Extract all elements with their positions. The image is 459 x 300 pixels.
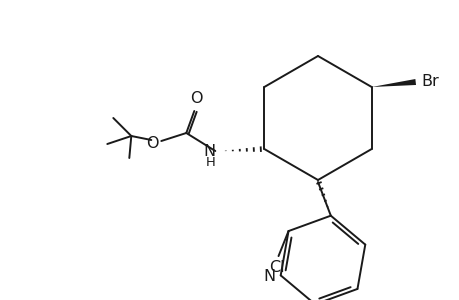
Text: N: N	[263, 269, 275, 284]
Text: H: H	[205, 156, 215, 169]
Text: N: N	[203, 143, 215, 158]
Text: Cl: Cl	[268, 260, 284, 275]
Text: O: O	[190, 91, 202, 106]
Text: Br: Br	[421, 74, 438, 88]
Polygon shape	[371, 79, 415, 87]
Text: O: O	[146, 136, 158, 151]
